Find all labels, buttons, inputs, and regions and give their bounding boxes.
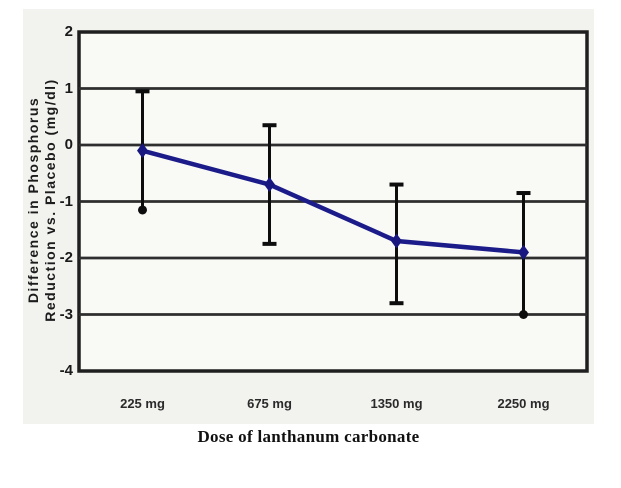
error-cap-low (138, 205, 147, 215)
x-tick-label: 1350 mg (370, 396, 423, 411)
y-tick-label: -3 (59, 305, 73, 323)
error-cap-low (519, 310, 528, 319)
x-tick-label: 225 mg (120, 396, 165, 411)
data-point-marker (518, 244, 529, 260)
y-tick-label: -2 (59, 249, 73, 266)
x-tick-label: 675 mg (247, 396, 292, 411)
x-tick-label: 2250 mg (497, 396, 550, 411)
x-axis-caption: Dose of lanthanum carbonate (197, 427, 420, 446)
data-point-marker (264, 177, 275, 193)
y-tick-label: -1 (59, 192, 73, 210)
y-tick-label: 2 (64, 23, 73, 40)
y-tick-label: 0 (64, 136, 73, 153)
data-point-marker (391, 233, 402, 249)
data-line (140, 148, 526, 255)
data-point-marker (137, 143, 148, 159)
y-tick-label: 1 (64, 79, 73, 97)
y-tick-label: -4 (59, 362, 73, 379)
